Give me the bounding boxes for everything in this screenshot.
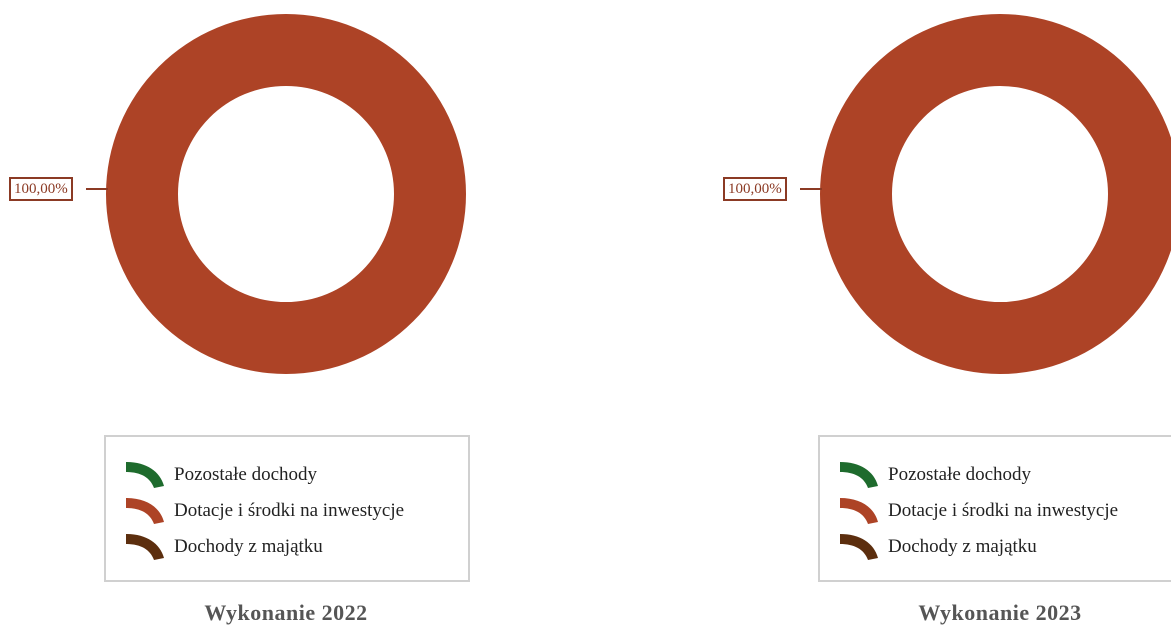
legend-item: Dotacje i środki na inwestycje [840,493,1171,529]
legend-label: Dochody z majątku [888,536,1037,557]
legend-swatch-icon [840,462,878,488]
legend-label: Dotacje i środki na inwestycje [174,500,405,521]
legend-label: Pozostałe dochody [174,464,318,485]
donut-slice [820,14,1171,374]
legend-swatch-shape [840,498,878,524]
legend-item: Pozostałe dochody [126,457,468,493]
legend-swatch-shape [126,534,164,560]
legend-swatch-icon [126,462,164,488]
legend-swatch-shape [126,462,164,488]
legend-swatch-icon [126,498,164,524]
data-label: 100,00% [723,177,787,201]
data-label: 100,00% [9,177,73,201]
legend-item: Dochody z majątku [126,529,468,565]
legend-swatch-shape [840,462,878,488]
donut-slice [106,14,466,374]
legend-label: Pozostałe dochody [888,464,1032,485]
legend-swatch-shape [126,498,164,524]
legend-swatch-icon [840,498,878,524]
legend: Pozostałe dochody Dotacje i środki na in… [818,435,1171,582]
chart-panel-2023: 100,00% Pozostałe dochody Dotacje i środ… [714,0,1171,632]
donut-chart [800,14,1171,374]
legend-label: Dotacje i środki na inwestycje [888,500,1119,521]
legend: Pozostałe dochody Dotacje i środki na in… [104,435,470,582]
legend-swatch-shape [840,534,878,560]
chart-panel-2022: 100,00% Pozostałe dochody Dotacje i środ… [9,14,470,625]
legend-item: Dotacje i środki na inwestycje [126,493,468,529]
chart-title: Wykonanie 2022 [204,600,368,625]
legend-swatch-icon [840,534,878,560]
legend-item: Dochody z majątku [840,529,1171,565]
donut-chart [86,14,466,374]
legend-item: Pozostałe dochody [840,457,1171,493]
legend-label: Dochody z majątku [174,536,323,557]
legend-swatch-icon [126,534,164,560]
chart-title: Wykonanie 2023 [918,600,1082,625]
